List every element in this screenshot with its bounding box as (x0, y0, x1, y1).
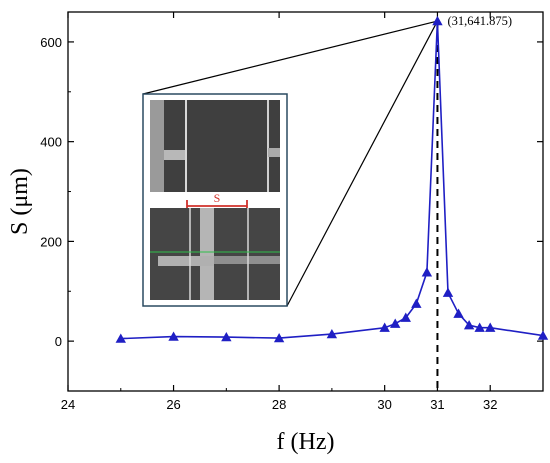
data-point-triangle (463, 319, 475, 330)
data-point-triangle (432, 15, 443, 26)
data-point-triangle (115, 333, 126, 343)
data-point-triangle (537, 330, 549, 340)
axes: 24 26 28 30 31 32 0 200 400 600 f (Hz) S (μm) (7, 11, 544, 455)
data-point-triangle (379, 322, 390, 332)
data-point-triangle (411, 298, 422, 308)
y-tick-label: 0 (55, 334, 62, 349)
data-point-triangle (421, 267, 433, 277)
data-point-triangle (221, 331, 232, 342)
data-point-triangle (390, 318, 401, 328)
inset-s-label: S (214, 191, 221, 205)
x-tick-label: 26 (166, 397, 180, 412)
x-axis-title: f (Hz) (277, 429, 335, 455)
x-tick-label: 32 (483, 397, 497, 412)
inset-vertical-beam (200, 208, 214, 300)
plot-frame (67, 11, 544, 392)
inset-bridge-right (268, 148, 280, 157)
x-tick-label: 31 (430, 397, 444, 412)
y-tick-label: 400 (40, 135, 62, 150)
callout-line-bottom (286, 20, 438, 307)
data-point-triangle (474, 322, 485, 332)
y-tick-label: 600 (40, 35, 62, 50)
series-group (115, 15, 549, 391)
data-point-triangle (453, 308, 464, 318)
inset-bright-strip (150, 100, 164, 192)
x-tick-label: 28 (272, 397, 286, 412)
annotations: (31,641.875) (447, 14, 512, 28)
callout-line-top (142, 20, 438, 95)
inset-panel-top (150, 100, 280, 192)
data-point-triangle (485, 322, 496, 332)
x-tick-label: 24 (61, 397, 75, 412)
inset-bridge (164, 150, 186, 160)
data-point-triangle (168, 331, 179, 341)
inset-horizontal-beam (158, 256, 214, 266)
inset-horizontal-beam (214, 256, 280, 264)
peak-annotation: (31,641.875) (447, 14, 512, 28)
data-point-triangle (273, 332, 285, 343)
y-tick-label: 200 (40, 234, 62, 249)
inset-panel-bottom (150, 208, 280, 300)
inset-micrograph: S (142, 20, 438, 307)
data-point-triangle (442, 287, 454, 297)
x-tick-label: 30 (377, 397, 391, 412)
data-point-triangle (326, 328, 338, 339)
data-point-triangle (400, 312, 411, 322)
y-axis-title: S (μm) (7, 168, 33, 235)
